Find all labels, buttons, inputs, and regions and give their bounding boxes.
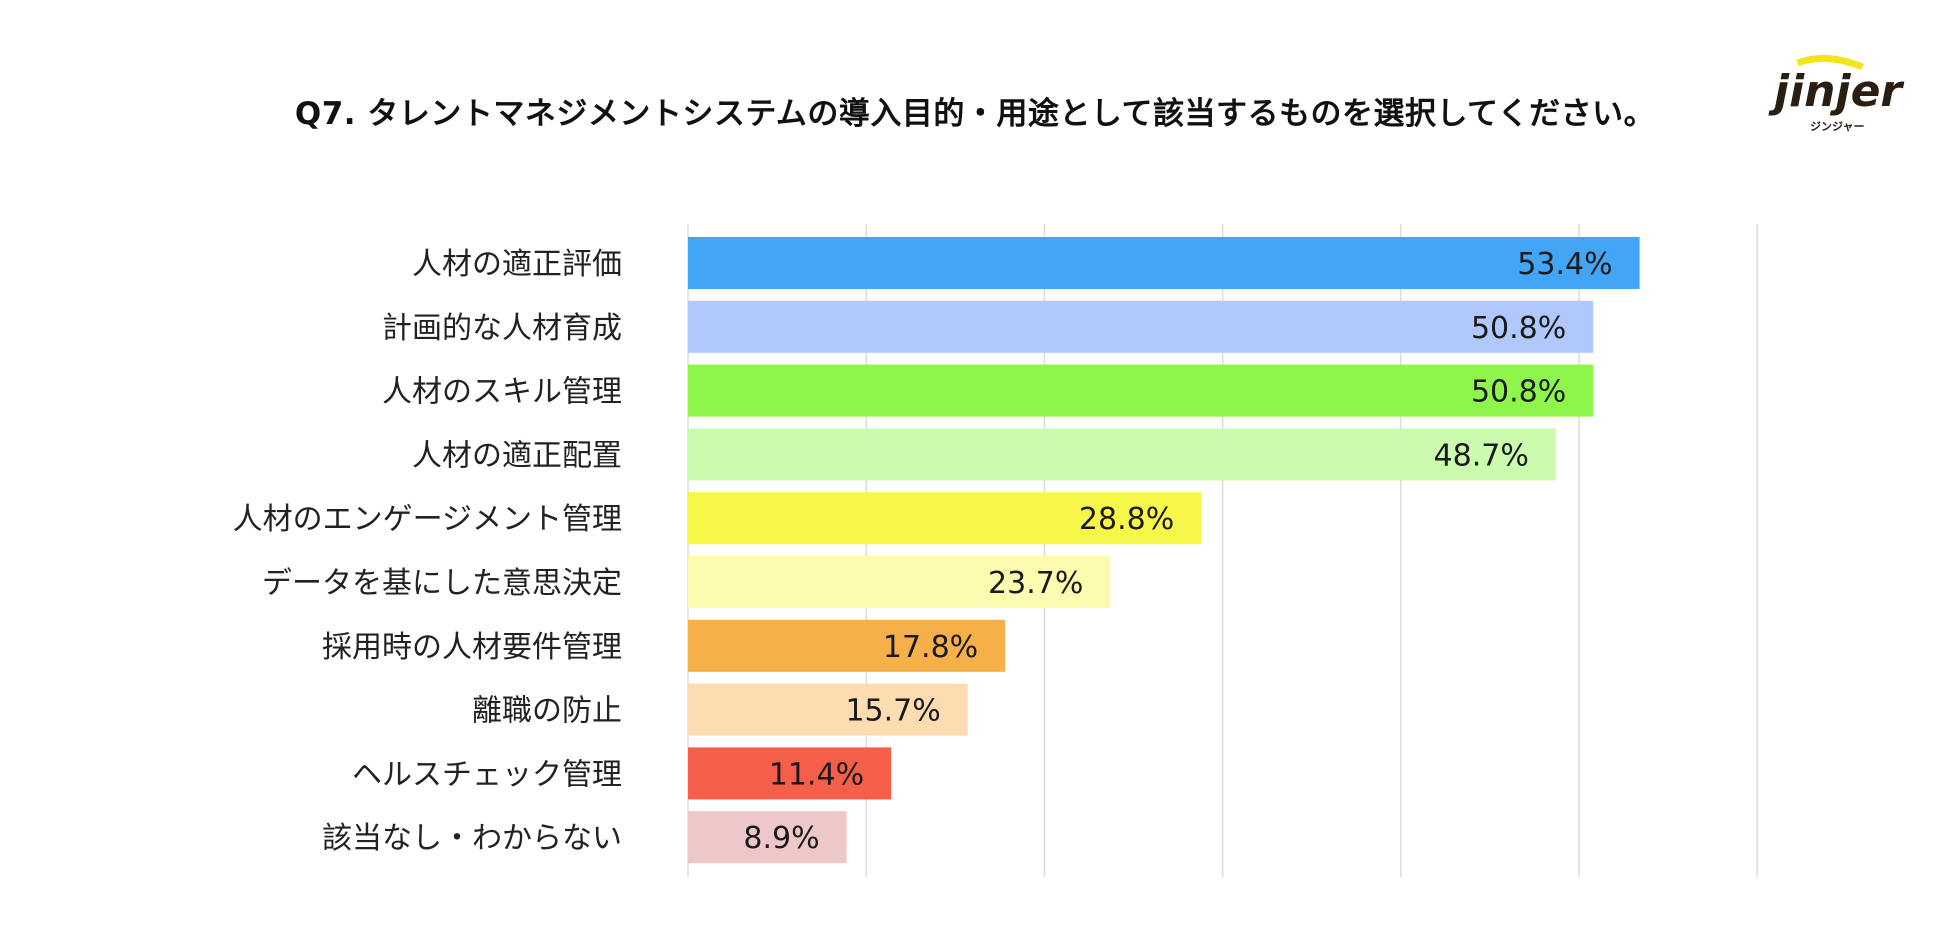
jinjer-logo: jinjer ジンジャー (1768, 50, 1918, 140)
category-label: 離職の防止 (472, 694, 622, 729)
category-label: 人材の適正配置 (412, 438, 622, 473)
bars (688, 237, 1640, 864)
data-label: 50.8% (1471, 375, 1566, 410)
bar (688, 747, 892, 800)
data-label: 23.7% (988, 566, 1083, 601)
labels: 人材の適正評価 53.4% 計画的な人材育成 50.8% 人材のスキル管理 50.8% 人材… (233, 247, 1613, 856)
category-label: 計画的な人材育成 (382, 311, 622, 346)
chart-title: Q7. タレントマネジメントシステムの導入目的・用途として該当するものを選択して… (294, 96, 1656, 132)
bar (688, 556, 1111, 608)
bar (688, 364, 1594, 417)
category-label: 人材の適正評価 (412, 247, 622, 282)
category-label: 該当なし・わからない (322, 821, 622, 856)
bar (688, 300, 1594, 353)
bar (688, 811, 847, 864)
bar (688, 237, 1640, 289)
data-label: 50.8% (1471, 311, 1566, 346)
data-label: 11.4% (769, 757, 864, 792)
data-label: 48.7% (1434, 438, 1529, 473)
data-label: 17.8% (883, 630, 978, 665)
logo-subtitle: ジンジャー (1810, 120, 1864, 133)
bar (688, 619, 1006, 672)
data-label: 53.4% (1517, 247, 1612, 282)
category-label: 人材のエンゲージメント管理 (233, 502, 622, 537)
category-label: ヘルスチェック管理 (352, 757, 622, 792)
data-label: 15.7% (845, 694, 940, 729)
bar (688, 428, 1556, 481)
bar (688, 683, 968, 736)
logo-roof-icon (1796, 54, 1864, 70)
data-label: 8.9% (743, 821, 819, 856)
bar (688, 492, 1202, 545)
category-label: 人材のスキル管理 (382, 375, 622, 410)
logo-wordmark: jinjer (1768, 66, 1904, 117)
category-label: 採用時の人材要件管理 (322, 630, 622, 665)
category-label: データを基にした意思決定 (262, 566, 622, 601)
data-label: 28.8% (1079, 502, 1174, 537)
